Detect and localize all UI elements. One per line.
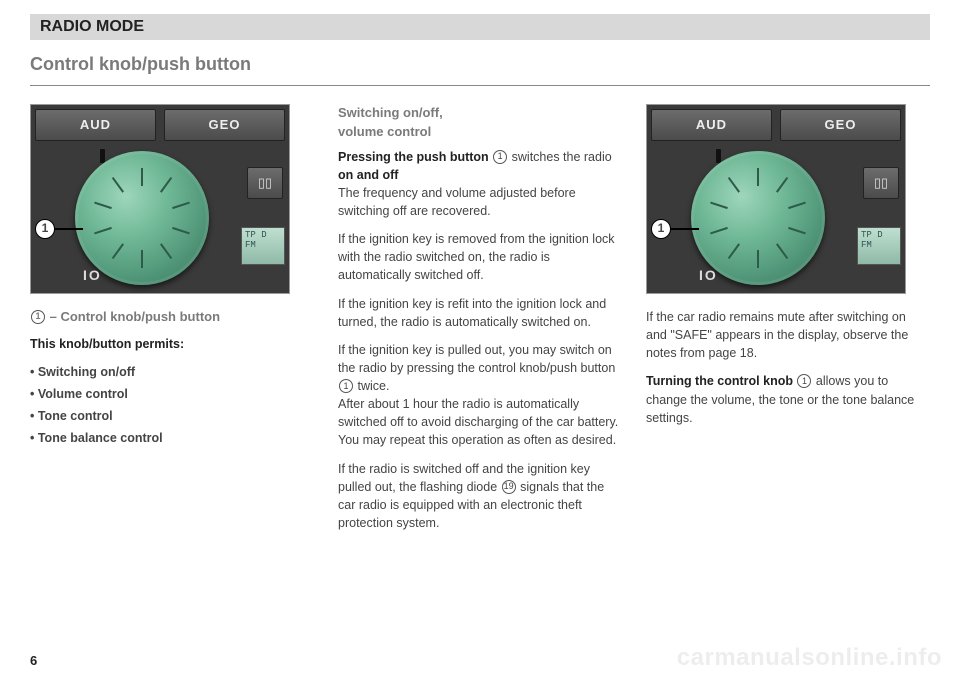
callout-line — [55, 228, 83, 230]
permits-label: This knob/button permits: — [30, 337, 184, 351]
divider — [30, 85, 930, 86]
radio-knob-figure: AUD GEO — [30, 104, 290, 294]
geo-button: GEO — [164, 109, 285, 141]
callout-1: 1 — [35, 219, 83, 239]
bullet-1: • Switching on/off — [30, 363, 314, 381]
ref-circle-1: 1 — [31, 310, 45, 324]
aud-button: AUD — [35, 109, 156, 141]
aud-button: AUD — [651, 109, 772, 141]
watermark: carmanualsonline.info — [677, 644, 942, 672]
lcd-line2: FM — [245, 241, 281, 251]
ref-circle: 1 — [339, 379, 353, 393]
lcd-line2: FM — [861, 241, 897, 251]
bullet-4: • Tone balance control — [30, 429, 314, 447]
bullet-3: • Tone control — [30, 407, 314, 425]
para-keypulled: If the ignition key is pulled out, you m… — [338, 341, 622, 450]
callout-1b: 1 — [651, 219, 699, 239]
column-1: AUD GEO — [30, 104, 314, 542]
lcd-display: TP D FM — [241, 227, 285, 265]
ref-circle: 1 — [797, 374, 811, 388]
page-number: 6 — [30, 653, 37, 668]
column-3: AUD GEO — [646, 104, 930, 542]
side-button: ▯▯ — [863, 167, 899, 199]
content-columns: AUD GEO — [30, 104, 930, 542]
ref-circle: 1 — [493, 150, 507, 164]
para-turn: Turning the control knob 1 allows you to… — [646, 372, 930, 426]
ref-circle: 19 — [502, 480, 516, 494]
para-press: Pressing the push button 1 switches the … — [338, 148, 622, 221]
side-button: ▯▯ — [247, 167, 283, 199]
column-2: Switching on/off, volume control Pressin… — [338, 104, 622, 542]
lcd-display: TP D FM — [857, 227, 901, 265]
callout-number: 1 — [651, 219, 671, 239]
callout-line — [671, 228, 699, 230]
manual-page: RADIO MODE Control knob/push button AUD … — [0, 0, 960, 678]
para-safe: If the car radio remains mute after swit… — [646, 308, 930, 362]
io-label: IO — [83, 265, 102, 285]
figure-caption: 1 – Control knob/push button — [30, 308, 314, 327]
bullet-2: • Volume control — [30, 385, 314, 403]
radio-knob-figure-2: AUD GEO — [646, 104, 906, 294]
para-keyrefit: If the ignition key is refit into the ig… — [338, 295, 622, 331]
caption-text: – Control knob/push button — [46, 309, 220, 324]
callout-number: 1 — [35, 219, 55, 239]
page-title: Control knob/push button — [30, 54, 930, 75]
io-label: IO — [699, 265, 718, 285]
geo-button: GEO — [780, 109, 901, 141]
para-diode: If the radio is switched off and the ign… — [338, 460, 622, 533]
subhead-switching: Switching on/off, volume control — [338, 104, 622, 142]
para-keyremove: If the ignition key is removed from the … — [338, 230, 622, 284]
section-header: RADIO MODE — [30, 14, 930, 40]
bullet-list: • Switching on/off • Volume control • To… — [30, 363, 314, 448]
